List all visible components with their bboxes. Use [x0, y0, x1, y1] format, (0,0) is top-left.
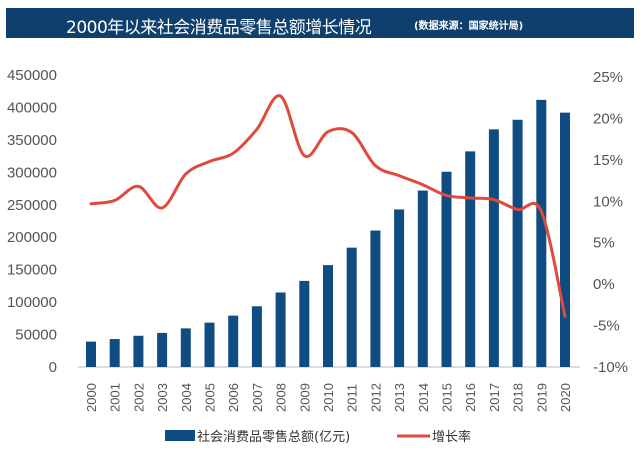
x-axis: 2000 2001 2002 2003 2004 2005 2006 2007 2008 2009…	[84, 383, 573, 412]
legend-bar-swatch	[165, 430, 195, 441]
y-left-tick-label: 300000	[7, 164, 57, 181]
y-left-tick-label: 250000	[7, 197, 57, 214]
y-axis-right: -10% -5% 0% 5% 10% 15% 20% 25%	[593, 69, 628, 376]
y-right-tick-label: 20%	[593, 110, 623, 127]
y-right-tick-label: 0%	[593, 276, 615, 293]
x-tick-label: 2007	[250, 383, 265, 412]
x-tick-label: 2012	[368, 383, 383, 412]
y-right-tick-label: 25%	[593, 69, 623, 86]
y-axis-left: 0 50000 100000 150000 200000 250000 300000 3500…	[7, 67, 57, 376]
x-tick-label: 2011	[345, 384, 360, 412]
y-left-tick-label: 450000	[7, 67, 57, 84]
y-left-tick-label: 350000	[7, 132, 57, 149]
bar-2018	[512, 119, 523, 367]
x-tick-label: 2020	[558, 383, 573, 412]
y-left-tick-label: 150000	[7, 262, 57, 279]
bar-2012	[370, 230, 381, 367]
bar-2019	[536, 99, 547, 368]
y-left-tick-label: 100000	[7, 294, 57, 311]
x-tick-label: 2013	[392, 383, 407, 412]
legend: 社会消费品零售总额(亿元) 增长率	[165, 429, 471, 445]
y-right-tick-label: -10%	[593, 359, 628, 376]
x-tick-label: 2005	[203, 383, 218, 412]
x-tick-label: 2003	[155, 383, 170, 412]
y-left-tick-label: 400000	[7, 99, 57, 116]
x-tick-label: 2017	[487, 383, 502, 412]
x-tick-label: 2004	[179, 383, 194, 412]
bar-2001	[109, 339, 120, 367]
bar-2010	[323, 265, 333, 367]
x-tick-label: 2002	[131, 383, 146, 412]
x-tick-label: 2000	[84, 383, 99, 412]
bar-2015	[441, 171, 452, 367]
y-right-tick-label: 10%	[593, 193, 623, 210]
growth-rate-line	[89, 94, 567, 318]
y-left-tick-label: 50000	[15, 327, 57, 344]
bar-2013	[394, 209, 405, 367]
x-tick-label: 2015	[440, 383, 455, 412]
data-source: (数据来源：国家统计局)	[414, 21, 524, 32]
title-bar: 2000年以来社会消费品零售总额增长情况 (数据来源：国家统计局)	[6, 8, 634, 38]
bar-2014	[417, 190, 428, 367]
x-tick-label: 2016	[463, 383, 478, 412]
legend-line-label: 增长率	[432, 429, 471, 445]
bar-2017	[488, 129, 499, 367]
bar-2002	[133, 335, 144, 367]
x-tick-label: 2006	[226, 383, 241, 412]
y-left-tick-label: 200000	[7, 229, 57, 246]
x-tick-label: 2008	[274, 383, 289, 412]
bar-2004	[180, 328, 191, 367]
bar-2009	[299, 280, 310, 367]
bar-2008	[275, 292, 286, 367]
y-right-tick-label: 15%	[593, 152, 623, 169]
bar-2003	[157, 332, 168, 367]
x-tick-label: 2014	[416, 383, 431, 412]
bars	[86, 99, 570, 368]
legend-bar-label: 社会消费品零售总额(亿元)	[197, 429, 350, 445]
bar-2005	[204, 322, 215, 367]
bar-2000	[86, 341, 96, 367]
y-right-tick-label: 5%	[593, 235, 615, 252]
x-tick-label: 2019	[534, 383, 549, 412]
x-tick-label: 2009	[297, 383, 312, 412]
x-tick-label: 2010	[321, 383, 336, 412]
chart-title: 2000年以来社会消费品零售总额增长情况	[66, 18, 372, 38]
bar-2007	[251, 306, 262, 367]
bar-2011	[346, 247, 357, 367]
bar-2006	[228, 315, 239, 367]
y-left-tick-label: 0	[49, 359, 57, 376]
x-tick-label: 2001	[108, 383, 123, 412]
bar-2016	[465, 151, 476, 367]
y-right-tick-label: -5%	[593, 318, 620, 335]
x-tick-label: 2018	[511, 383, 526, 412]
bar-2020	[560, 112, 570, 367]
